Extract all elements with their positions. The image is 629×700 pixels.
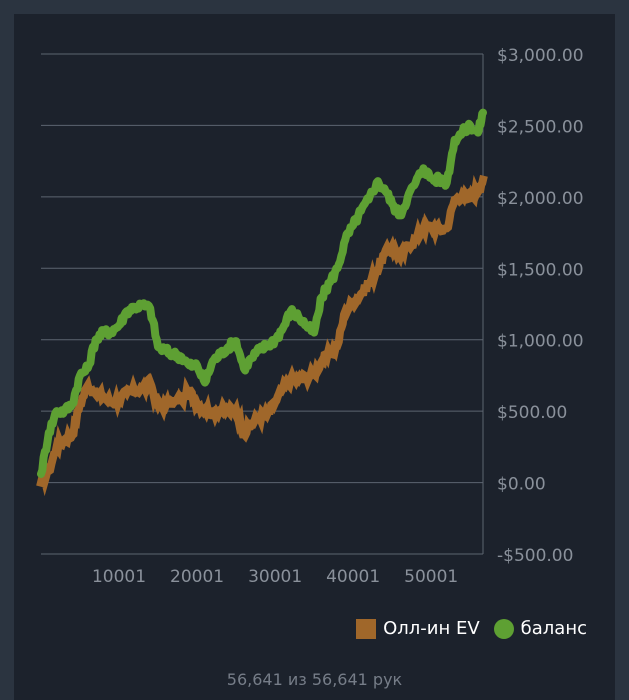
legend-swatch-balance [493,618,514,639]
legend-swatch-allin-ev [356,618,377,639]
legend-item-allin-ev[interactable]: Олл-ин EV [356,618,480,639]
series-line-allin-ev [36,174,488,497]
y-tick-label: $500.00 [497,403,567,423]
grid-layer [41,53,484,555]
x-tick-label: 20001 [170,567,224,587]
x-tick-label: 10001 [92,567,146,587]
y-tick-label: $1,500.00 [497,260,584,280]
chart-panel: -$500.00 $0.00 $500.00 $1,000.00 $1,500.00 $2… [14,14,615,700]
hands-count: 56,641 из 56,641 рук [226,670,403,689]
y-tick-label: $0.00 [497,475,546,495]
x-tick-label: 50001 [404,567,458,587]
y-tick-label: $1,000.00 [497,332,584,352]
legend: Олл-ин EV баланс [356,618,587,639]
y-tick-label: $2,500.00 [497,117,584,137]
axis-layer: -$500.00 $0.00 $500.00 $1,000.00 $1,500.00 $2… [92,46,584,587]
y-tick-label: $2,000.00 [497,189,584,209]
legend-item-balance[interactable]: баланс [493,618,587,639]
x-tick-label: 30001 [248,567,302,587]
y-tick-label: -$500.00 [497,546,573,566]
chart: -$500.00 $0.00 $500.00 $1,000.00 $1,500.00 $2… [36,46,584,587]
legend-label-balance: баланс [520,618,587,639]
series-line-balance [37,108,487,478]
y-tick-label: $3,000.00 [497,46,584,66]
series-layer [36,108,488,497]
x-tick-label: 40001 [326,567,380,587]
legend-label-allin-ev: Олл-ин EV [383,618,480,639]
